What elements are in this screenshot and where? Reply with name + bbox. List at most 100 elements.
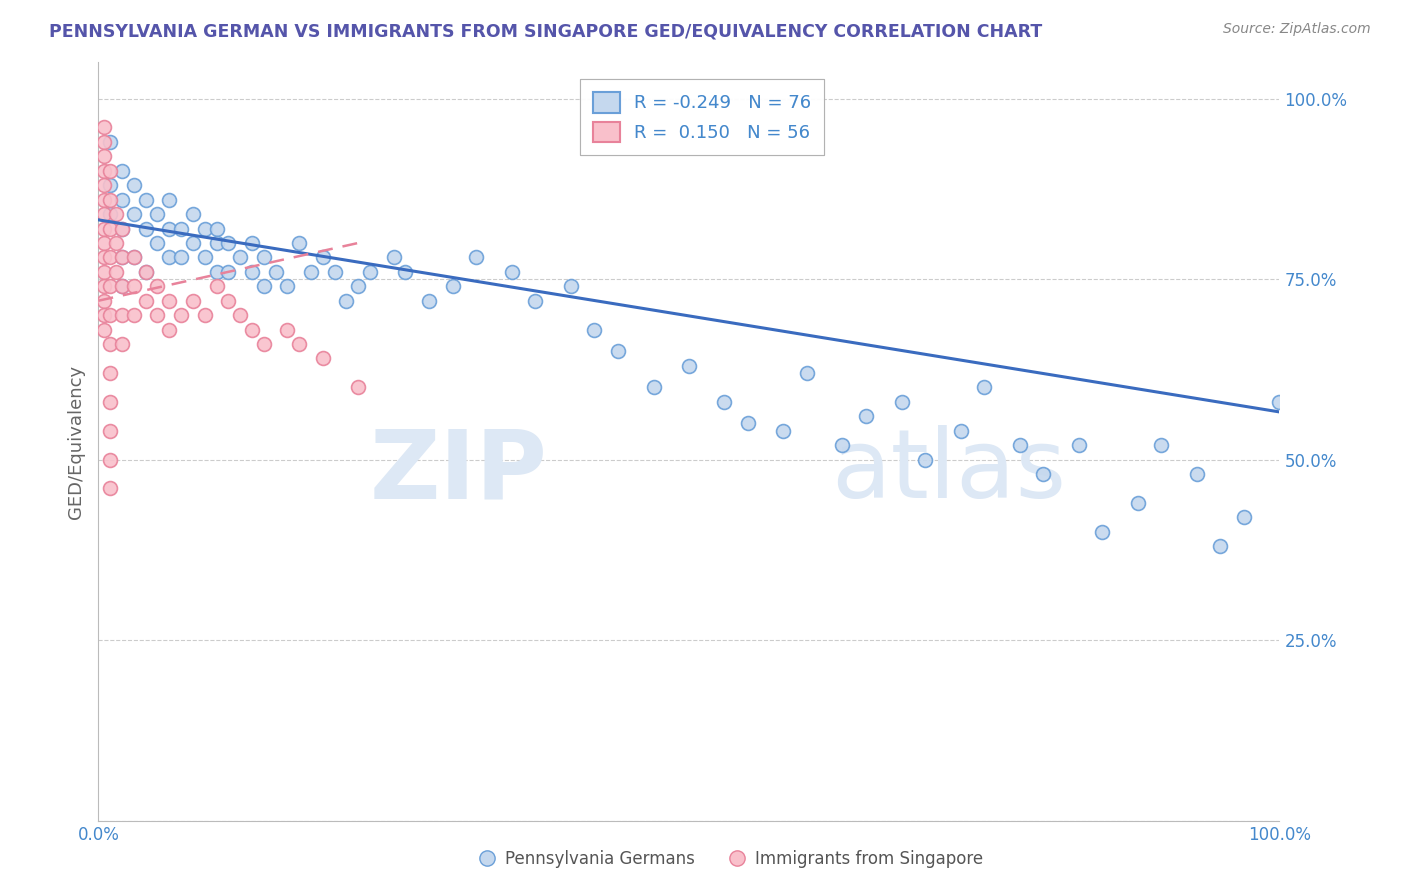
Y-axis label: GED/Equivalency: GED/Equivalency bbox=[66, 365, 84, 518]
Point bbox=[93, 221, 115, 235]
Point bbox=[276, 323, 298, 337]
Point bbox=[1150, 438, 1173, 452]
Point bbox=[98, 366, 121, 380]
Point bbox=[394, 265, 416, 279]
Point bbox=[135, 221, 157, 235]
Point bbox=[288, 337, 311, 351]
Point bbox=[855, 409, 877, 424]
Point bbox=[229, 308, 252, 322]
Point bbox=[205, 235, 228, 250]
Point bbox=[678, 359, 700, 373]
Point bbox=[335, 293, 357, 308]
Point bbox=[93, 279, 115, 293]
Point bbox=[98, 337, 121, 351]
Point bbox=[217, 235, 239, 250]
Point bbox=[170, 308, 193, 322]
Point bbox=[914, 452, 936, 467]
Point bbox=[1008, 438, 1031, 452]
Point bbox=[1067, 438, 1090, 452]
Point bbox=[157, 323, 180, 337]
Point bbox=[359, 265, 381, 279]
Point bbox=[1185, 467, 1208, 481]
Point bbox=[98, 424, 121, 438]
Point bbox=[98, 308, 121, 322]
Point bbox=[93, 323, 115, 337]
Point bbox=[111, 251, 134, 265]
Point bbox=[111, 163, 134, 178]
Point bbox=[170, 251, 193, 265]
Point bbox=[312, 351, 335, 366]
Point bbox=[217, 293, 239, 308]
Point bbox=[98, 207, 121, 221]
Point bbox=[194, 221, 217, 235]
Text: Source: ZipAtlas.com: Source: ZipAtlas.com bbox=[1223, 22, 1371, 37]
Point bbox=[146, 279, 169, 293]
Text: ZIP: ZIP bbox=[370, 425, 547, 518]
Point bbox=[93, 308, 115, 322]
Point bbox=[105, 207, 128, 221]
Text: PENNSYLVANIA GERMAN VS IMMIGRANTS FROM SINGAPORE GED/EQUIVALENCY CORRELATION CHA: PENNSYLVANIA GERMAN VS IMMIGRANTS FROM S… bbox=[49, 22, 1042, 40]
Point bbox=[93, 178, 115, 193]
Point bbox=[98, 279, 121, 293]
Point bbox=[98, 221, 121, 235]
Point bbox=[194, 251, 217, 265]
Point bbox=[111, 337, 134, 351]
Point bbox=[122, 251, 145, 265]
Point bbox=[146, 308, 169, 322]
Point bbox=[276, 279, 298, 293]
Point bbox=[205, 221, 228, 235]
Point bbox=[347, 380, 370, 394]
Point bbox=[890, 394, 912, 409]
Point bbox=[111, 221, 134, 235]
Point bbox=[217, 265, 239, 279]
Text: atlas: atlas bbox=[831, 425, 1066, 518]
Point bbox=[796, 366, 818, 380]
Point bbox=[111, 251, 134, 265]
Point bbox=[253, 279, 276, 293]
Point bbox=[98, 178, 121, 193]
Point bbox=[93, 120, 115, 135]
Point bbox=[205, 279, 228, 293]
Point bbox=[146, 207, 169, 221]
Point bbox=[229, 251, 252, 265]
Legend: Pennsylvania Germans, Immigrants from Singapore: Pennsylvania Germans, Immigrants from Si… bbox=[472, 844, 990, 875]
Point bbox=[607, 344, 630, 359]
Point bbox=[1032, 467, 1054, 481]
Point bbox=[157, 251, 180, 265]
Point bbox=[157, 221, 180, 235]
Point bbox=[347, 279, 370, 293]
Point bbox=[93, 193, 115, 207]
Point bbox=[93, 293, 115, 308]
Point bbox=[1209, 539, 1232, 553]
Point bbox=[973, 380, 995, 394]
Point bbox=[194, 308, 217, 322]
Point bbox=[240, 235, 263, 250]
Point bbox=[264, 265, 287, 279]
Point bbox=[135, 293, 157, 308]
Point bbox=[122, 251, 145, 265]
Point bbox=[98, 193, 121, 207]
Point bbox=[441, 279, 464, 293]
Point bbox=[111, 279, 134, 293]
Point bbox=[1233, 510, 1256, 524]
Point bbox=[98, 482, 121, 496]
Point bbox=[1126, 496, 1149, 510]
Point bbox=[93, 149, 115, 163]
Point bbox=[465, 251, 488, 265]
Point bbox=[524, 293, 547, 308]
Point bbox=[253, 337, 276, 351]
Point bbox=[312, 251, 335, 265]
Point bbox=[240, 323, 263, 337]
Point bbox=[135, 265, 157, 279]
Point bbox=[382, 251, 405, 265]
Point bbox=[157, 293, 180, 308]
Point bbox=[205, 265, 228, 279]
Point bbox=[643, 380, 665, 394]
Point bbox=[93, 163, 115, 178]
Point bbox=[98, 135, 121, 149]
Point bbox=[122, 207, 145, 221]
Point bbox=[1268, 394, 1291, 409]
Point bbox=[111, 279, 134, 293]
Point bbox=[157, 193, 180, 207]
Legend: R = -0.249   N = 76, R =  0.150   N = 56: R = -0.249 N = 76, R = 0.150 N = 56 bbox=[579, 79, 824, 155]
